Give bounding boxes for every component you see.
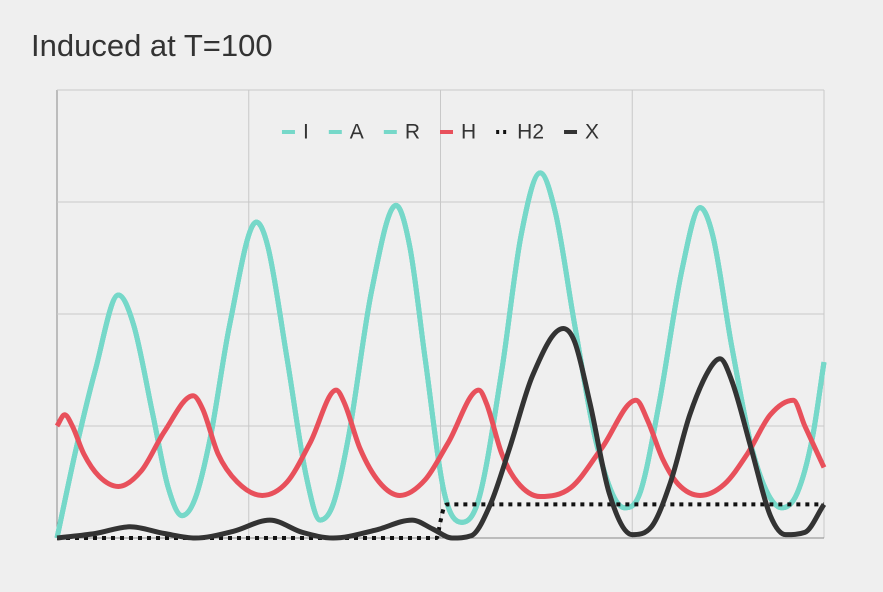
legend-label: X — [585, 121, 599, 144]
legend-label: I — [303, 121, 309, 144]
legend-label: R — [405, 121, 420, 144]
series-line — [54, 170, 827, 539]
series-line — [54, 387, 827, 500]
legend-label: A — [350, 121, 364, 144]
chart-title: Induced at T=100 — [31, 28, 273, 63]
series-line — [56, 326, 827, 541]
legend-label: H — [461, 121, 476, 144]
legend-label: H2 — [517, 121, 544, 144]
legend: I A R H H2 X — [281, 121, 599, 144]
